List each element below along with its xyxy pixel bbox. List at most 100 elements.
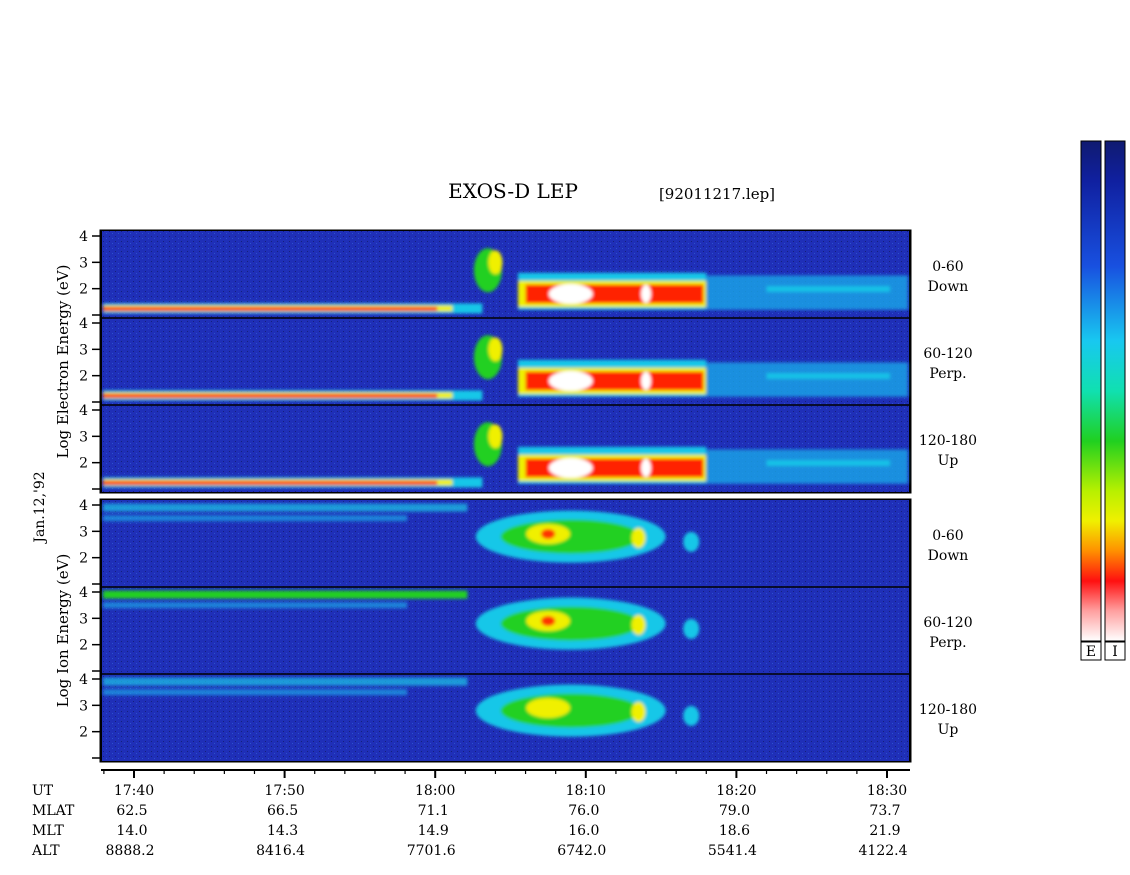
orbit-value: 8416.4 (256, 843, 305, 859)
flux-band (103, 689, 408, 696)
flux-band (103, 503, 468, 512)
spectrogram-panel (102, 674, 909, 761)
y-tick-label: 3 (79, 698, 88, 714)
direction-label: Perp. (929, 635, 966, 651)
file-label: [92011217.lep] (659, 185, 775, 203)
flux-peak (641, 371, 652, 390)
y-tick-label: 2 (79, 369, 88, 385)
flux-peak (548, 370, 593, 391)
y-tick-label: 3 (79, 342, 88, 358)
pitch-angle-label: 60-120 (923, 346, 972, 362)
orbit-value: 18.6 (719, 823, 750, 839)
flux-features (103, 590, 700, 650)
direction-label: Down (928, 279, 969, 295)
orbit-value: 16.0 (568, 823, 599, 839)
orbit-value: 4122.4 (859, 843, 908, 859)
flux-peak (541, 615, 556, 626)
flux-region (500, 606, 641, 641)
y-tick-label: 4 (79, 498, 88, 514)
colorbar-label: I (1112, 644, 1118, 660)
axis-row-label: UT (32, 783, 54, 799)
flux-features (103, 677, 700, 737)
x-tick-label: 18:30 (867, 783, 907, 799)
y-tick-label: 4 (79, 403, 88, 419)
flux-region (683, 618, 700, 639)
y-tick-label: 2 (79, 456, 88, 472)
pitch-angle-label: 0-60 (932, 259, 963, 275)
flux-burst (488, 250, 503, 275)
flux-features (103, 422, 908, 488)
orbit-value: 71.1 (418, 803, 449, 819)
flux-band (103, 590, 468, 599)
x-tick-label: 18:20 (716, 783, 756, 799)
y-tick-label: 3 (79, 611, 88, 627)
flux-band (103, 306, 438, 311)
pitch-angle-label: 120-180 (919, 702, 977, 718)
direction-label: Perp. (929, 366, 966, 382)
date-label: Jan.12,'92 (32, 471, 48, 544)
flux-peak (541, 528, 556, 539)
flux-region (683, 705, 700, 726)
chart-title: EXOS-D LEP (448, 179, 578, 203)
orbit-value: 66.5 (267, 803, 298, 819)
orbit-value: 14.3 (267, 823, 298, 839)
pitch-angle-label: 120-180 (919, 433, 977, 449)
x-tick-label: 17:50 (264, 783, 304, 799)
flux-region (706, 362, 908, 397)
orbit-value: 6742.0 (557, 843, 606, 859)
flux-peak (631, 701, 646, 722)
orbit-value: 8888.2 (106, 843, 155, 859)
y-tick-label: 3 (79, 524, 88, 540)
x-tick-label: 18:00 (415, 783, 455, 799)
flux-peak (641, 284, 652, 303)
y-tick-label: 4 (79, 672, 88, 688)
flux-peak (641, 458, 652, 477)
axis-row-label: MLAT (32, 803, 75, 819)
x-tick-label: 18:10 (566, 783, 606, 799)
spectrogram-panel (102, 587, 909, 674)
group-ylabel: Log Electron Energy (eV) (54, 265, 72, 459)
flux-band (103, 602, 408, 609)
flux-region (706, 275, 908, 310)
flux-band (766, 373, 890, 380)
flux-region (706, 449, 908, 484)
colorbar-label-box (1104, 641, 1126, 661)
flux-features (103, 335, 908, 401)
axis-row-label: ALT (31, 843, 60, 859)
orbit-value: 21.9 (869, 823, 900, 839)
flux-features (103, 503, 700, 563)
spectrogram-panel (102, 500, 909, 587)
spectrogram-panel (102, 405, 909, 492)
y-tick-label: 4 (79, 585, 88, 601)
flux-peak (631, 614, 646, 635)
flux-band (103, 393, 438, 398)
colorbar-label: E (1086, 644, 1096, 660)
direction-label: Up (938, 722, 959, 738)
colorbar (1080, 140, 1102, 642)
colorbar (1104, 140, 1126, 642)
flux-region (683, 531, 700, 552)
orbit-value: 14.0 (116, 823, 147, 839)
spectrogram-panel (102, 318, 909, 405)
flux-region (500, 519, 641, 554)
axis-row-label: MLT (32, 823, 64, 839)
flux-region (500, 693, 641, 728)
y-tick-label: 2 (79, 725, 88, 741)
colorbar-label-box (1080, 641, 1102, 661)
flux-peak (631, 527, 646, 548)
orbit-value: 62.5 (116, 803, 147, 819)
flux-peak (548, 457, 593, 478)
y-tick-label: 2 (79, 638, 88, 654)
direction-label: Down (928, 548, 969, 564)
orbit-value: 73.7 (869, 803, 900, 819)
flux-burst (488, 337, 503, 362)
flux-features (103, 248, 908, 314)
y-tick-label: 2 (79, 551, 88, 567)
y-tick-label: 4 (79, 316, 88, 332)
orbit-value: 14.9 (418, 823, 449, 839)
flux-band (103, 677, 468, 686)
orbit-value: 79.0 (719, 803, 750, 819)
flux-peak (526, 697, 571, 718)
orbit-value: 5541.4 (708, 843, 757, 859)
